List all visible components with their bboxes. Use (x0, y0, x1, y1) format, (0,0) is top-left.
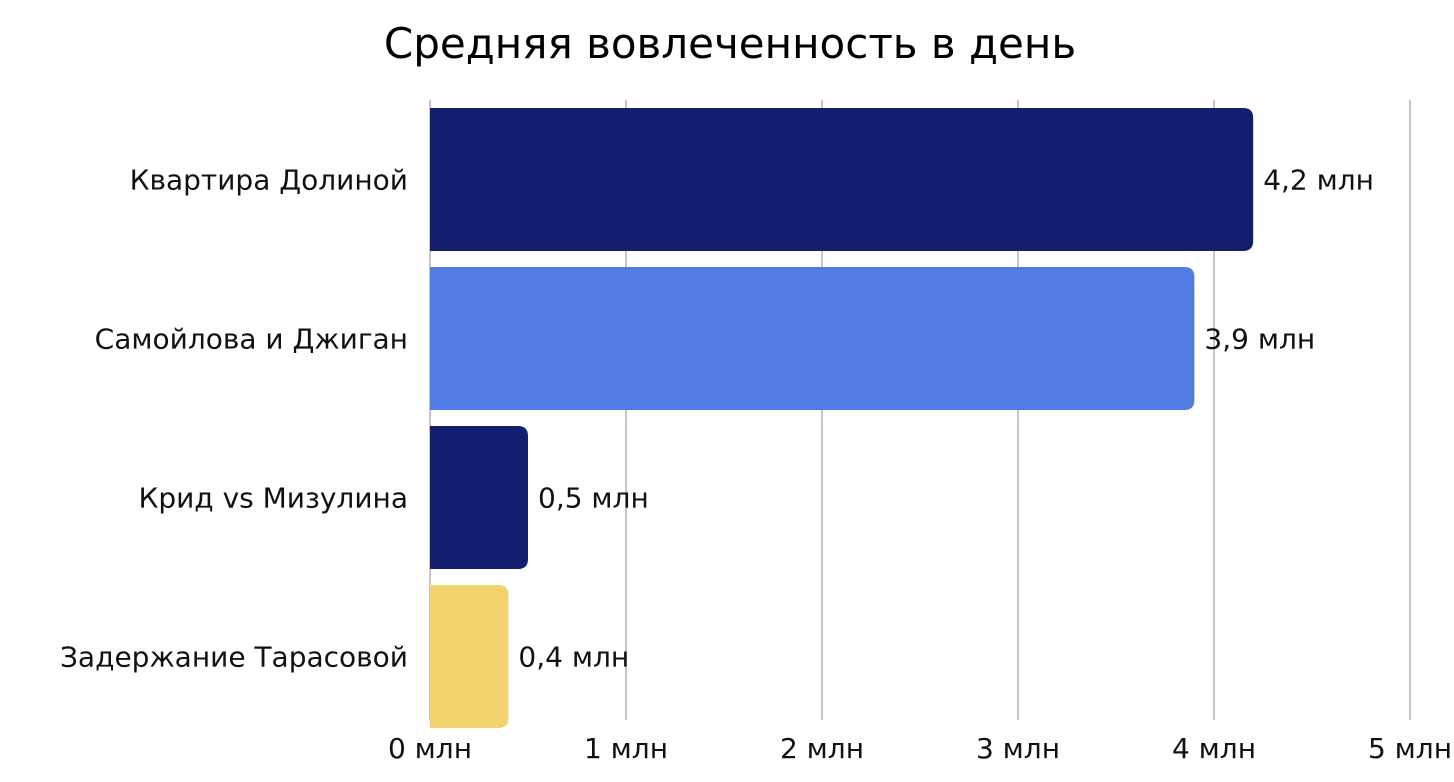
x-tick-label: 3 млн (976, 732, 1060, 765)
data-label: 4,2 млн (1263, 164, 1374, 197)
x-tick-label: 4 млн (1172, 732, 1256, 765)
x-tick-label: 5 млн (1368, 732, 1452, 765)
labels: 0 млн 1 млн 2 млн 3 млн 4 млн 5 млн Квартира Д… (60, 164, 1452, 766)
x-tick-label: 1 млн (584, 732, 668, 765)
chart-title: Средняя вовлеченность в день (384, 19, 1076, 68)
data-label: 0,5 млн (538, 482, 649, 515)
category-label: Задержание Тарасовой (60, 641, 408, 674)
x-tick-label: 0 млн (388, 732, 472, 765)
bar (430, 108, 1254, 251)
bars (430, 108, 1254, 728)
category-label: Самойлова и Джиган (95, 323, 408, 356)
bar (430, 426, 528, 569)
bar (430, 267, 1195, 410)
category-label: Крид vs Мизулина (138, 482, 408, 515)
x-tick-label: 2 млн (780, 732, 864, 765)
data-label: 0,4 млн (518, 641, 629, 674)
data-label: 3,9 млн (1204, 323, 1315, 356)
bar (430, 585, 509, 728)
category-label: Квартира Долиной (130, 164, 408, 197)
